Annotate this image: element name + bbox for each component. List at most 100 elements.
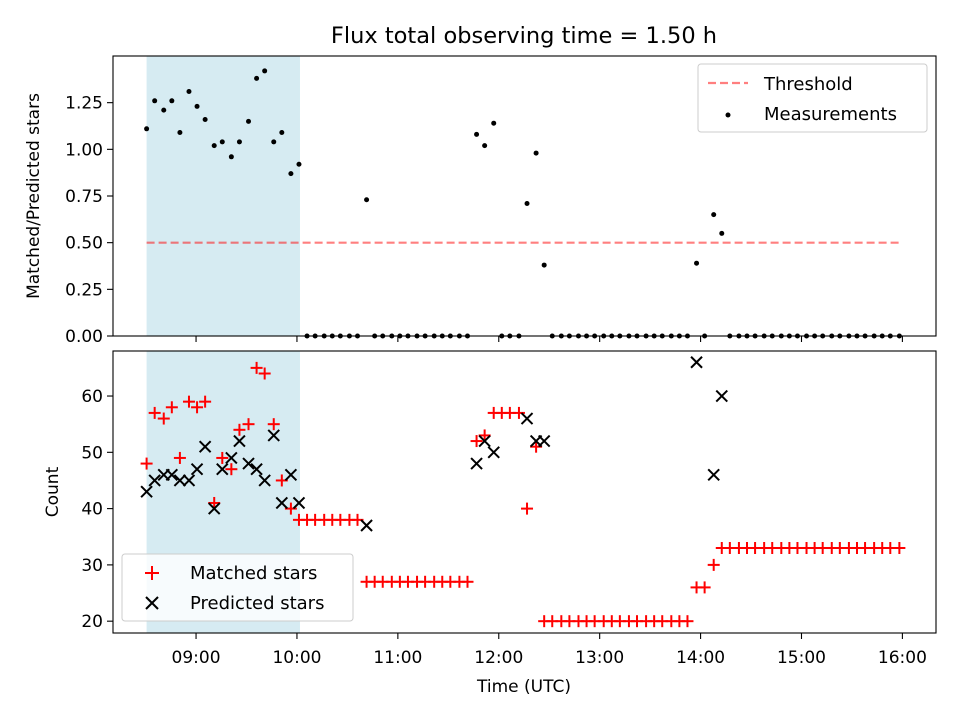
legend-measurements-swatch: [725, 112, 731, 118]
predicted-star-point: [470, 457, 483, 470]
matched-star-point: [157, 412, 170, 425]
x-tick-label: 10:00: [272, 648, 321, 668]
y-tick-label: 50: [81, 443, 103, 463]
bottom-axes-frame: [112, 350, 937, 634]
predicted-star-point: [275, 496, 289, 510]
matched-star-point: [233, 423, 246, 436]
predicted-star-b: [148, 474, 161, 487]
matched-star-point: [512, 406, 525, 419]
predicted-star-b: [267, 429, 280, 442]
matched-star-point: [461, 575, 474, 588]
x-tick-label: 15:00: [777, 648, 826, 668]
x-tick-label: 13:00: [575, 648, 624, 668]
predicted-star-b: [258, 474, 271, 487]
measurement-point: [202, 116, 208, 122]
legend-predicted-label: Predicted stars: [190, 593, 324, 614]
measurement-point: [271, 139, 277, 145]
predicted-star-point: [140, 485, 153, 498]
predicted-star-b: [198, 440, 212, 453]
bottom-ticks: 20 30 40 50 60 09:00 10:00 11:00 12:00 13:00 14:00…: [81, 387, 927, 668]
predicted-star-b: [242, 457, 255, 470]
y-tick-label: 40: [81, 500, 103, 520]
x-tick-label: 16:00: [878, 648, 927, 668]
chart-title: Flux total observing time = 1.50 h: [331, 23, 717, 49]
predicted-star-point: [165, 468, 179, 482]
observing-window-rect: [146, 56, 300, 336]
matched-stars-series: [140, 361, 906, 628]
top-axes-frame: [112, 55, 937, 337]
predicted-star-point: [233, 434, 246, 448]
matched-star-point: [191, 401, 204, 414]
observing-window-shade: [146, 56, 300, 336]
measurement-point: [211, 143, 217, 149]
predicted-star-point: [478, 434, 491, 448]
predicted-star-b: [478, 434, 491, 448]
predicted-star-point: [258, 474, 271, 487]
x-tick-label: 12:00: [474, 648, 523, 668]
measurement-point: [279, 130, 285, 136]
bottom-legend-box: [121, 553, 354, 622]
measurement-point: [288, 171, 294, 177]
matched-star-point: [267, 418, 280, 431]
predicted-stars-series: [140, 356, 728, 532]
predicted-star-point: [173, 474, 187, 487]
predicted-star-b: [250, 462, 263, 476]
predicted-star-b: [470, 457, 483, 470]
matched-star-point: [148, 406, 161, 419]
predicted-star-b: [225, 451, 238, 465]
y-tick-label: 1.00: [65, 140, 103, 160]
predicted-star-b: [208, 502, 221, 515]
matched-star-point: [698, 581, 711, 594]
measurement-point: [228, 154, 234, 160]
measurement-point: [144, 126, 150, 132]
measurement-point: [161, 107, 167, 113]
matched-star-point: [208, 496, 221, 509]
y-tick-label: 20: [81, 612, 103, 632]
predicted-star-b: [173, 474, 187, 487]
measurement-point: [152, 98, 158, 104]
legend-threshold-label: Threshold: [763, 74, 853, 95]
predicted-star-point: [360, 519, 373, 532]
predicted-star-b: [140, 485, 153, 498]
x-tick-label: 09:00: [172, 648, 221, 668]
measurement-point: [364, 197, 370, 203]
top-legend-box: [697, 63, 928, 133]
measurement-point: [524, 200, 530, 206]
measurement-point: [533, 150, 539, 156]
matched-star-point: [478, 429, 491, 442]
measurement-point: [719, 230, 725, 236]
measurement-point: [246, 118, 252, 124]
x-tick-label: 11:00: [373, 648, 422, 668]
y-tick-label: 0.00: [65, 327, 103, 347]
bottom-y-axis-label: Count: [43, 466, 63, 517]
measurement-point: [254, 75, 260, 81]
predicted-star-b: [537, 434, 551, 448]
predicted-star-point: [520, 412, 534, 425]
measurement-point: [177, 130, 183, 136]
predicted-star-b: [182, 474, 196, 487]
matched-star-point: [216, 451, 229, 464]
predicted-star-point: [148, 474, 161, 487]
measurement-point: [194, 103, 200, 109]
predicted-star-point: [537, 434, 551, 448]
matched-star-point: [165, 401, 178, 414]
matched-star-point: [225, 463, 238, 476]
predicted-star-point: [715, 389, 728, 403]
predicted-star-point: [208, 502, 221, 515]
measurement-point: [474, 131, 480, 137]
predicted-star-b: [690, 356, 703, 369]
predicted-star-point: [267, 429, 280, 442]
matched-star-point: [173, 451, 186, 464]
x-axis-label: Time (UTC): [476, 677, 571, 697]
predicted-star-point: [250, 462, 263, 476]
predicted-star-b: [715, 389, 728, 403]
predicted-star-b: [165, 468, 179, 482]
matched-star-point: [258, 367, 271, 380]
measurement-point: [169, 98, 175, 104]
measurement-point: [482, 143, 488, 149]
predicted-star-point: [216, 462, 229, 476]
matched-star-point: [182, 395, 195, 408]
predicted-star-point: [707, 468, 720, 482]
predicted-star-b: [292, 496, 306, 510]
